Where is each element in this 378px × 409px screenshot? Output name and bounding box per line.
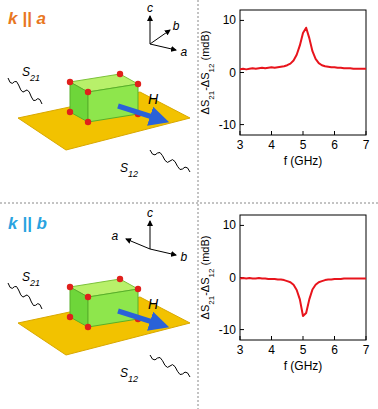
atom (135, 286, 141, 292)
cube-side (70, 82, 88, 122)
coord-label: b (173, 19, 180, 33)
atom (67, 109, 73, 115)
coord-axis (150, 249, 176, 255)
x-tick (303, 131, 304, 135)
y-tick-label: 0 (229, 271, 236, 285)
y-axis-title: ΔS21-ΔS12 (mdB) (199, 236, 216, 320)
coord-label: b (180, 250, 187, 264)
x-tick (240, 336, 241, 340)
y-tick (240, 124, 244, 125)
figure: k || aHS21S12cba34567-10010f (GHz)ΔS21-Δ… (0, 0, 378, 409)
x-tick-label: 3 (237, 138, 244, 152)
cube-front (88, 289, 138, 327)
coord-axis (150, 16, 151, 44)
separator (0, 203, 378, 204)
x-tick (240, 131, 241, 135)
x-tick-label: 7 (363, 138, 370, 152)
x-tick-label: 3 (237, 343, 244, 357)
atom (135, 81, 141, 87)
atom (85, 324, 91, 330)
field-label: H (148, 296, 159, 312)
cube-front (88, 84, 138, 122)
plot-frame (240, 10, 366, 135)
y-tick-label: 0 (229, 66, 236, 80)
atom (67, 314, 73, 320)
data-line (240, 28, 366, 70)
plot-frame (240, 215, 366, 340)
x-tick-label: 4 (268, 343, 275, 357)
y-axis-title: ΔS21-ΔS12 (mdB) (199, 31, 216, 115)
port-label: S21 (22, 270, 40, 288)
coord-label: a (111, 229, 118, 243)
x-tick (271, 336, 272, 340)
coord-axis (150, 44, 176, 50)
port-label: S12 (120, 366, 138, 384)
atom (85, 294, 91, 300)
x-tick (366, 131, 367, 135)
y-tick-label: -10 (219, 118, 237, 132)
field-arrow (118, 106, 162, 120)
y-tick (240, 20, 244, 21)
coord-label: c (147, 1, 153, 15)
coord-axis (126, 239, 150, 249)
x-tick-label: 6 (331, 343, 338, 357)
wave-out (150, 355, 190, 377)
wave-out (150, 150, 190, 172)
plot-area (240, 278, 366, 316)
data-line (240, 278, 366, 316)
x-tick-label: 4 (268, 138, 275, 152)
y-tick (240, 72, 244, 73)
panel-title: k || a (8, 9, 46, 28)
field-arrow (118, 311, 162, 325)
x-axis-title: f (GHz) (284, 359, 323, 373)
x-tick (334, 336, 335, 340)
plot-area (240, 28, 366, 70)
panel-title: k || b (8, 214, 47, 233)
y-tick (240, 329, 244, 330)
x-tick (303, 336, 304, 340)
atom (85, 119, 91, 125)
x-tick (366, 336, 367, 340)
port-label: S21 (22, 65, 40, 83)
atom (117, 276, 123, 282)
port-label: S12 (120, 161, 138, 179)
atom (85, 89, 91, 95)
field-label: H (148, 91, 159, 107)
coord-label: c (147, 206, 153, 220)
x-tick-label: 6 (331, 138, 338, 152)
atom (117, 71, 123, 77)
y-tick-label: -10 (219, 323, 237, 337)
x-tick (271, 131, 272, 135)
coord-axis (150, 30, 170, 44)
x-tick-label: 5 (300, 138, 307, 152)
x-tick-label: 5 (300, 343, 307, 357)
y-tick-label: 10 (223, 13, 237, 27)
x-tick-label: 7 (363, 343, 370, 357)
coord-axis (150, 221, 151, 249)
atom (67, 79, 73, 85)
x-tick (334, 131, 335, 135)
y-tick-label: 10 (223, 218, 237, 232)
coord-label: a (180, 45, 187, 59)
atom (67, 284, 73, 290)
cube-side (70, 287, 88, 327)
x-axis-title: f (GHz) (284, 154, 323, 168)
y-tick (240, 225, 244, 226)
